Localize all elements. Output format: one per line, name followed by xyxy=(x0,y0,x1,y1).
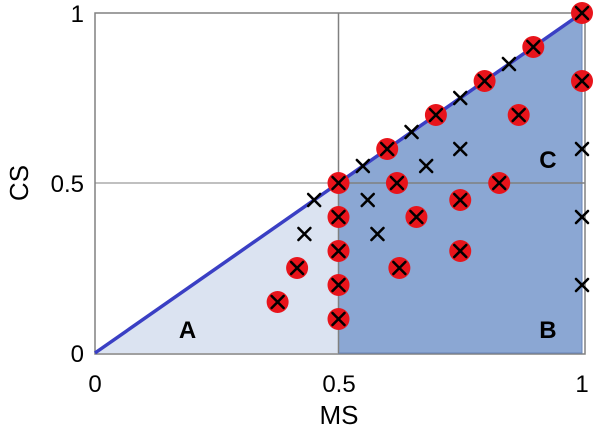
circled-point-9 xyxy=(488,172,511,194)
circled-point-17 xyxy=(388,257,411,279)
circled-point-5 xyxy=(327,172,350,194)
cross-point-6 xyxy=(306,192,322,208)
cross-point-11 xyxy=(574,209,590,225)
circled-point-2 xyxy=(473,70,496,92)
circled-point-11 xyxy=(327,240,350,262)
region-label-a: A xyxy=(179,317,196,344)
cross-point-10 xyxy=(574,141,590,157)
y-axis-title: CS xyxy=(4,165,34,201)
circled-point-7 xyxy=(507,104,530,126)
cross-point-5 xyxy=(418,158,434,174)
circled-point-18 xyxy=(286,257,309,279)
y-tick-label-1: 1 xyxy=(71,1,84,28)
x-tick-label-1: 1 xyxy=(575,371,588,398)
circled-point-14 xyxy=(405,206,428,228)
cross-point-12 xyxy=(574,277,590,293)
circled-point-15 xyxy=(449,189,472,211)
circled-point-4 xyxy=(376,138,399,160)
x-tick-label-0.5: 0.5 xyxy=(322,371,355,398)
x-tick-label-0: 0 xyxy=(88,371,101,398)
cross-point-2 xyxy=(404,124,419,140)
circled-point-13 xyxy=(327,308,350,330)
cross-point-0 xyxy=(501,56,517,72)
circled-point-16 xyxy=(449,240,472,262)
y-tick-label-0: 0 xyxy=(71,341,84,368)
x-axis-title: MS xyxy=(320,400,359,430)
points-layer xyxy=(266,2,593,330)
region-label-b: B xyxy=(539,317,556,344)
cross-point-7 xyxy=(360,192,376,208)
circled-point-0 xyxy=(571,2,593,24)
circled-point-6 xyxy=(571,70,593,92)
circled-point-19 xyxy=(266,291,289,313)
circled-point-1 xyxy=(522,36,545,58)
circled-point-3 xyxy=(424,104,447,126)
cross-point-9 xyxy=(370,226,385,242)
circled-point-12 xyxy=(327,274,350,296)
circled-point-8 xyxy=(385,172,408,194)
cross-point-1 xyxy=(452,90,468,106)
y-tick-label-0.5: 0.5 xyxy=(51,171,84,198)
region-label-c: C xyxy=(539,147,556,174)
cross-point-4 xyxy=(452,141,468,157)
circled-point-10 xyxy=(327,206,350,228)
cross-point-8 xyxy=(297,226,312,242)
cross-point-3 xyxy=(355,158,371,174)
